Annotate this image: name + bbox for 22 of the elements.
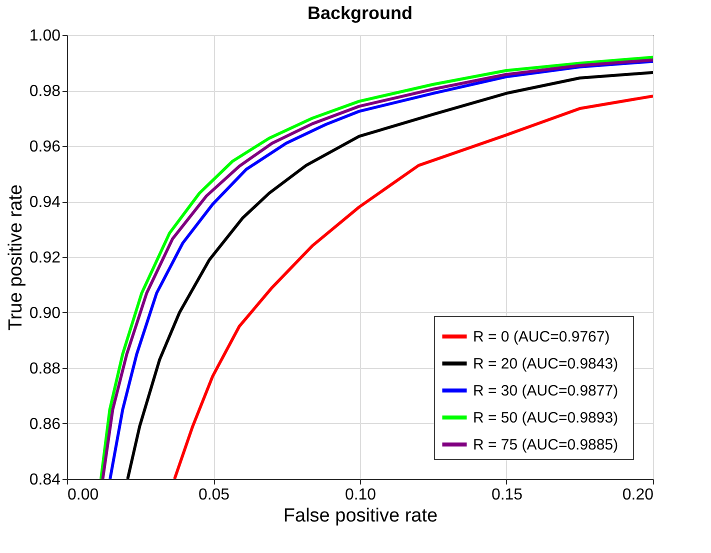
y-tick-label: 0.96 [29, 138, 61, 156]
legend-label: R = 0 (AUC=0.9767) [473, 328, 610, 346]
x-tick-label: 0.15 [491, 486, 523, 504]
y-tick-label: 0.84 [29, 472, 61, 488]
chart-title: Background [307, 3, 413, 23]
y-tick-label: 0.92 [29, 250, 61, 266]
y-tick-label: 0.94 [29, 194, 61, 211]
x-tick-label: 0.20 [622, 486, 654, 504]
legend-label: R = 50 (AUC=0.9893) [473, 410, 618, 426]
legend-label: R = 75 (AUC=0.9885) [473, 436, 618, 454]
legend-label: R = 20 (AUC=0.9843) [473, 356, 618, 372]
y-axis-title: True positive rate [5, 184, 26, 331]
y-tick-label: 0.98 [29, 83, 61, 100]
x-tick-label: 0.10 [344, 486, 376, 504]
y-tick-label: 0.86 [29, 416, 61, 433]
y-tick-label: 1.00 [29, 28, 61, 44]
y-tick-label: 0.90 [29, 305, 61, 322]
y-tick-label: 0.88 [29, 360, 61, 378]
legend-label: R = 30 (AUC=0.9877) [473, 382, 618, 400]
x-tick-label: 0.05 [198, 486, 230, 504]
x-axis-title: False positive rate [283, 506, 438, 526]
x-tick-label: 0.00 [68, 486, 99, 504]
